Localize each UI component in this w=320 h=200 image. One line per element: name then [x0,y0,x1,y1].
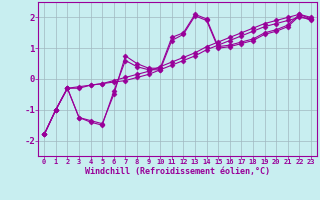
X-axis label: Windchill (Refroidissement éolien,°C): Windchill (Refroidissement éolien,°C) [85,167,270,176]
